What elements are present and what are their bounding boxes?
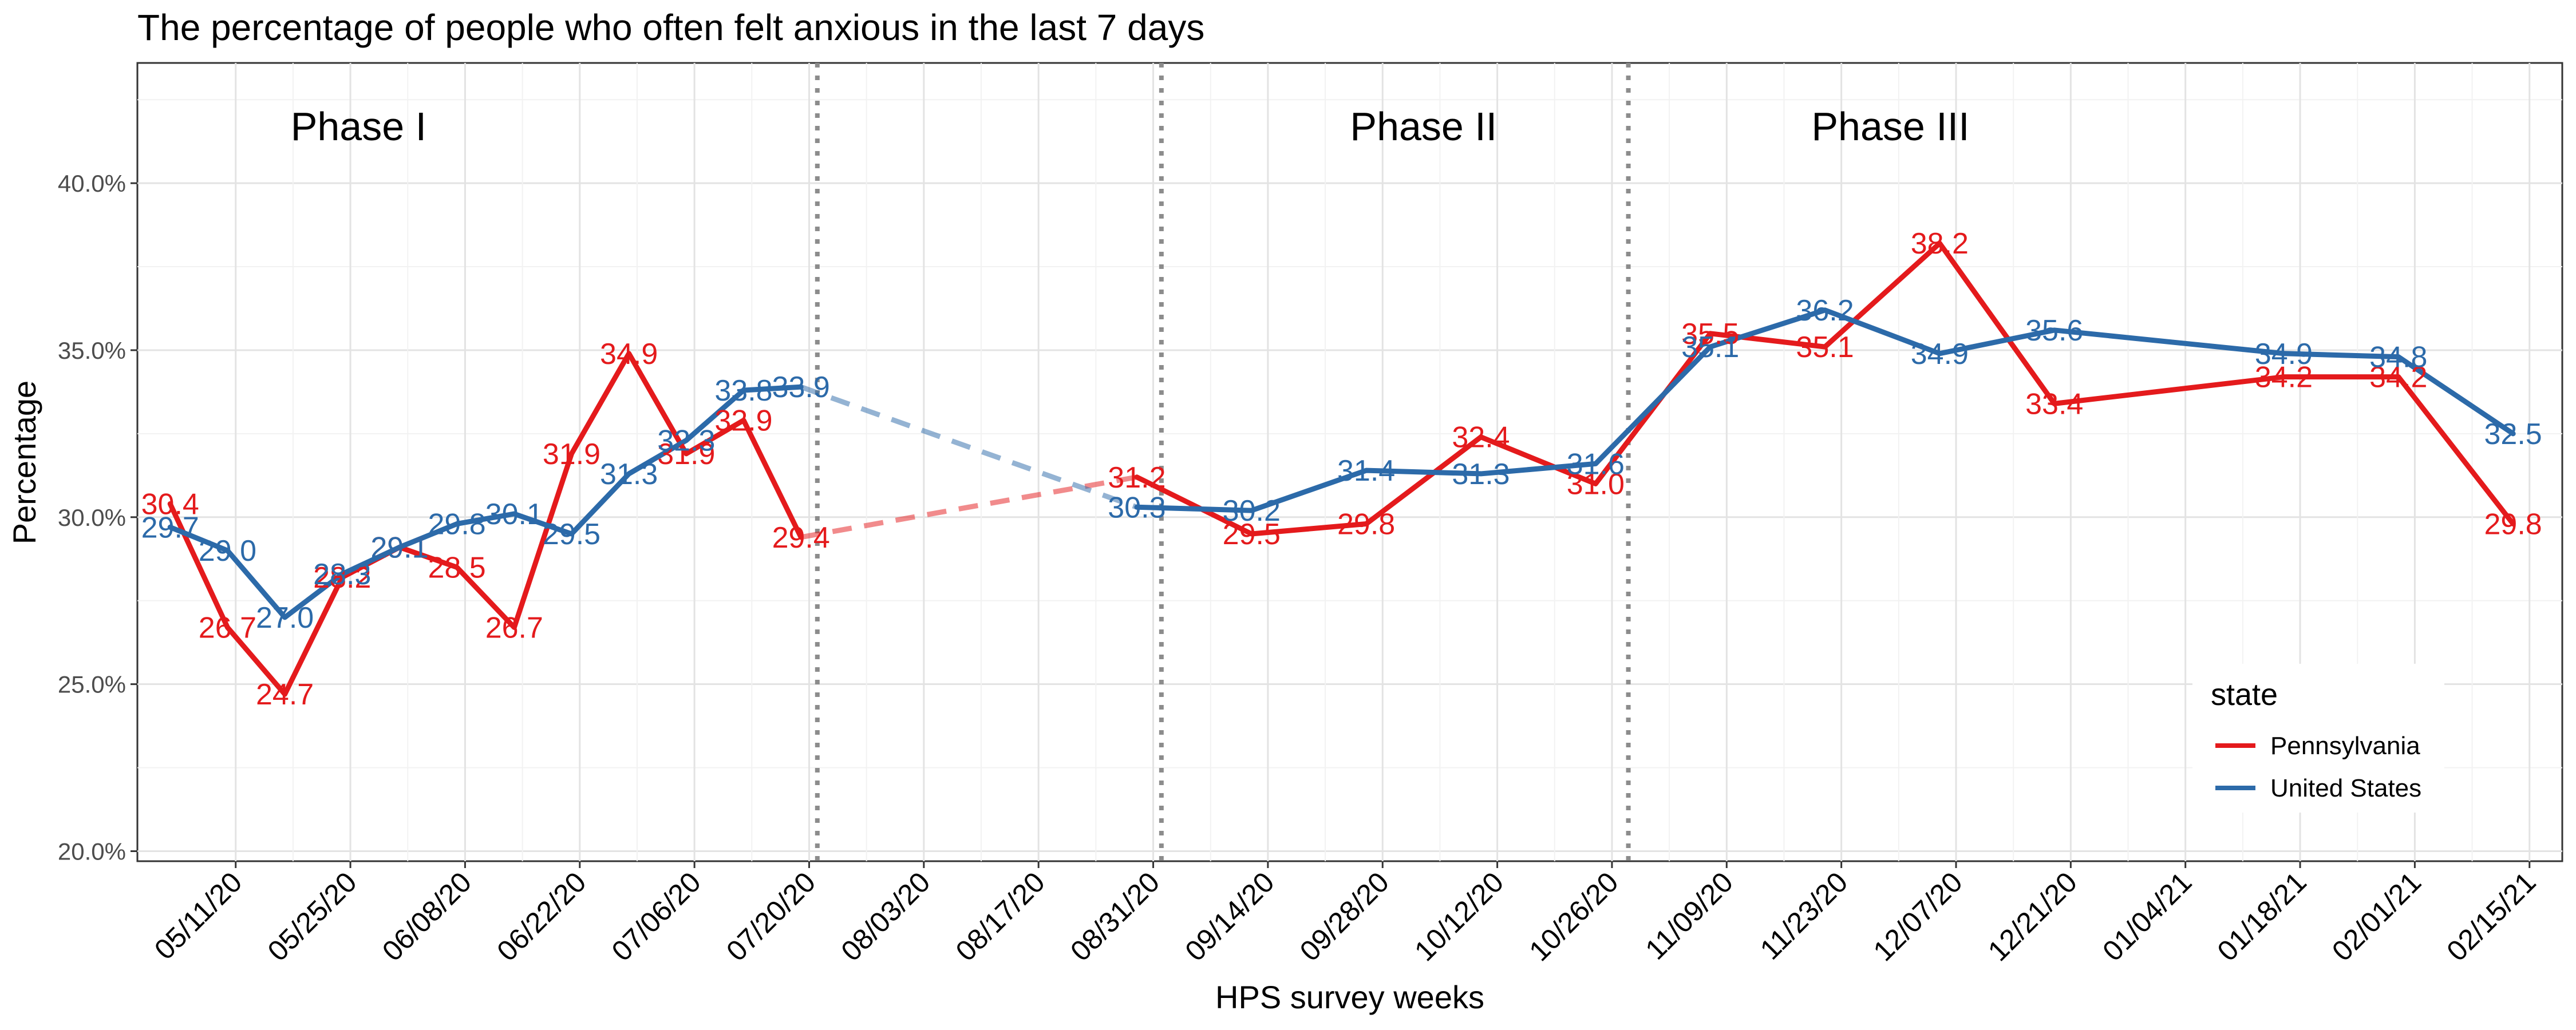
data-label-united-states: 34.8 <box>2369 341 2427 374</box>
y-tick-label: 40.0% <box>58 170 126 197</box>
x-tick-label: 07/20/20 <box>720 866 821 967</box>
x-tick-label: 01/18/21 <box>2211 866 2313 967</box>
data-label-united-states: 30.1 <box>485 498 543 531</box>
x-axis-title: HPS survey weeks <box>1215 979 1484 1015</box>
plot-panel <box>136 62 2563 862</box>
x-tick-label: 12/21/20 <box>1982 866 2083 967</box>
data-label-united-states: 35.6 <box>2025 314 2083 347</box>
x-tick-label: 01/04/21 <box>2096 866 2198 967</box>
data-label-united-states: 34.9 <box>2255 338 2313 371</box>
data-label-pennsylvania: 29.8 <box>2484 508 2542 541</box>
x-tick-label: 05/11/20 <box>148 866 248 966</box>
x-axis-ticks: 05/11/20 05/25/20 06/08/20 06/22/20 07/06/20… <box>148 861 2542 967</box>
data-label-united-states: 31.3 <box>600 458 658 491</box>
legend: state Pennsylvania United States <box>2192 664 2444 813</box>
legend-label-pennsylvania: Pennsylvania <box>2270 732 2420 760</box>
series-line-united-states <box>1134 307 2516 513</box>
data-label-pennsylvania: 34.2 <box>2369 361 2427 394</box>
data-label-pennsylvania: 35.1 <box>1796 331 1854 364</box>
data-label-united-states: 32.5 <box>2484 418 2542 451</box>
data-label-pennsylvania: 30.4 <box>141 488 199 521</box>
x-tick-label: 12/07/20 <box>1867 866 1969 967</box>
x-tick-label: 10/26/20 <box>1523 866 1624 967</box>
data-label-united-states: 29.5 <box>543 518 600 551</box>
y-tick-label: 20.0% <box>58 838 126 865</box>
y-tick-label: 25.0% <box>58 671 126 698</box>
x-tick-label: 05/25/20 <box>262 866 363 967</box>
legend-title: state <box>2211 678 2278 712</box>
data-label-pennsylvania: 28.5 <box>428 551 486 584</box>
data-label-pennsylvania: 29.1 <box>370 531 428 564</box>
y-tick-label: 35.0% <box>58 337 126 364</box>
data-label-pennsylvania: 31.9 <box>543 438 600 471</box>
data-label-pennsylvania: 31.2 <box>1108 461 1165 494</box>
data-label-united-states: 31.6 <box>1567 447 1625 481</box>
x-tick-label: 10/12/20 <box>1408 866 1510 967</box>
y-tick-label: 30.0% <box>58 504 126 531</box>
data-label-united-states: 29.0 <box>199 534 256 568</box>
data-label-pennsylvania: 32.4 <box>1452 421 1510 454</box>
data-label-pennsylvania: 26.7 <box>199 611 256 644</box>
data-label-united-states: 33.9 <box>772 371 830 404</box>
data-label-united-states: 27.0 <box>256 601 314 635</box>
data-label-pennsylvania: 26.7 <box>485 611 543 644</box>
y-axis-ticks: 20.0% 25.0% 30.0% 35.0% 40.0% <box>58 170 137 865</box>
x-tick-label: 09/28/20 <box>1294 866 1395 967</box>
data-label-pennsylvania: 34.9 <box>600 338 658 371</box>
x-tick-label: 02/01/21 <box>2326 866 2427 967</box>
data-label-pennsylvania: 33.4 <box>2025 387 2083 421</box>
data-label-pennsylvania: 38.2 <box>1911 227 1969 260</box>
data-label-united-states: 29.7 <box>141 511 199 544</box>
x-tick-label: 07/06/20 <box>606 866 707 967</box>
legend-label-united-states: United States <box>2270 774 2421 802</box>
x-tick-label: 06/22/20 <box>491 866 592 967</box>
data-label-pennsylvania: 29.5 <box>1223 518 1281 551</box>
data-label-pennsylvania: 24.7 <box>256 678 314 711</box>
x-tick-label: 08/03/20 <box>835 866 936 967</box>
x-tick-label: 09/14/20 <box>1179 866 1280 967</box>
phase-labels: Phase I Phase II Phase III <box>291 104 1970 149</box>
data-label-pennsylvania: 29.8 <box>1337 508 1395 541</box>
x-tick-label: 06/08/20 <box>376 866 477 967</box>
series-gap-line-pennsylvania <box>800 474 1137 540</box>
data-labels: 30.4 26.7 24.7 28.229.128.5 26.7 31.9 34.9 31.9… <box>141 227 2542 711</box>
x-tick-label: 11/23/20 <box>1754 866 1854 966</box>
data-label-united-states: 32.3 <box>657 425 715 458</box>
data-label-pennsylvania: 31.9 <box>657 438 715 471</box>
series-line-united-states <box>167 384 804 620</box>
data-label-pennsylvania: 32.9 <box>714 405 772 438</box>
data-label-united-states: 35.1 <box>1681 331 1739 364</box>
data-label-united-states: 31.4 <box>1337 454 1395 488</box>
chart-title: The percentage of people who often felt … <box>137 7 1204 48</box>
data-label-united-states: 29.8 <box>428 508 486 541</box>
data-label-united-states: 30.3 <box>1108 491 1165 524</box>
phase-label-phase-ii: Phase II <box>1350 104 1497 149</box>
data-label-united-states: 29.1 <box>370 531 428 564</box>
phase-label-phase-i: Phase I <box>291 104 426 149</box>
series-gap-line-united-states <box>800 384 1138 510</box>
data-label-united-states: 33.8 <box>714 374 772 407</box>
data-label-united-states: 36.2 <box>1796 294 1854 327</box>
data-label-pennsylvania: 31.0 <box>1567 468 1625 501</box>
x-tick-label: 08/17/20 <box>950 866 1051 967</box>
data-label-united-states: 31.3 <box>1452 458 1510 491</box>
series-line-pennsylvania <box>1134 240 2516 537</box>
data-label-pennsylvania: 29.4 <box>772 521 830 554</box>
data-label-united-states: 28.3 <box>313 558 371 591</box>
data-label-united-states: 34.9 <box>1911 338 1969 371</box>
data-label-united-states: 30.2 <box>1223 494 1281 528</box>
series-line-pennsylvania <box>167 351 804 697</box>
y-axis-title: Percentage <box>6 381 42 544</box>
x-tick-label: 08/31/20 <box>1064 866 1165 967</box>
data-label-pennsylvania: 28.2 <box>313 561 371 595</box>
x-tick-label: 02/15/21 <box>2440 866 2542 967</box>
series-lines <box>167 240 2516 697</box>
data-label-pennsylvania: 35.5 <box>1681 318 1739 351</box>
data-label-pennsylvania: 34.2 <box>2255 361 2313 394</box>
phase-label-phase-iii: Phase III <box>1811 104 1969 149</box>
x-tick-label: 11/09/20 <box>1639 866 1739 966</box>
